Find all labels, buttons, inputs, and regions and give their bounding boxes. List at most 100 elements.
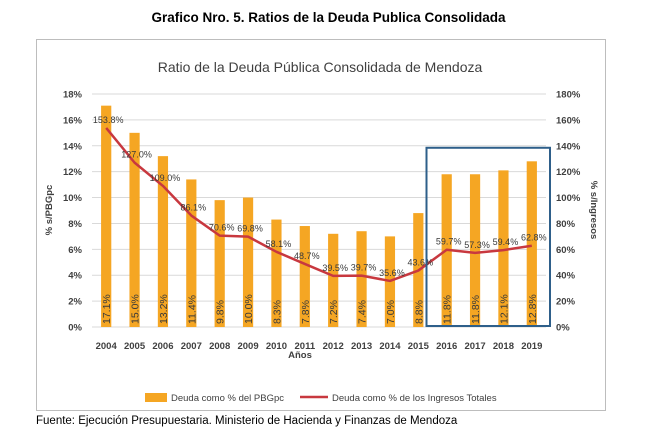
right-tick-label: 80% (556, 219, 576, 230)
highlight-box-2016-2019 (425, 146, 551, 327)
right-tick-label: 60% (556, 245, 576, 256)
x-tick-label: 2010 (266, 341, 287, 352)
chart-frame (36, 39, 606, 411)
x-axis-ticks: 2004 2005 2006 2007 2008 2009 2010 2011 2012 2013… (96, 341, 543, 352)
chart-title: Ratio de la Deuda Pública Consolidada de… (158, 59, 483, 75)
x-tick-label: 2019 (521, 341, 542, 352)
bar (186, 179, 197, 327)
right-tick-label: 20% (556, 297, 576, 308)
left-tick-label: 12% (63, 167, 83, 178)
bar-value-label: 7.4% (357, 300, 369, 324)
right-axis-label: % s/Ingresos (588, 181, 599, 240)
x-tick-label: 2007 (181, 341, 202, 352)
left-tick-label: 0% (68, 323, 82, 334)
line-value-label: 70.6% (209, 223, 235, 233)
x-tick-label: 2012 (323, 341, 344, 352)
line-value-label: 39.5% (322, 263, 348, 273)
x-tick-label: 2011 (295, 341, 316, 352)
bar (299, 226, 310, 327)
bar (356, 231, 367, 327)
bar-value-label: 15.0% (130, 294, 142, 324)
line-value-label: 127.0% (121, 150, 152, 160)
line-value-label: 35.6% (379, 268, 405, 278)
line-value-label: 43.6% (408, 258, 434, 268)
line-value-label: 109.0% (150, 173, 181, 183)
line-labels: 153.8% 127.0% 109.0% 86.1%70.6% 69.8%58.1%48… (93, 115, 547, 278)
left-tick-label: 18% (63, 90, 83, 101)
bar-value-label: 11.4% (186, 295, 198, 324)
right-tick-label: 120% (556, 167, 581, 178)
bar-value-label: 8.3% (271, 300, 283, 324)
bar-series (101, 105, 537, 328)
bar-labels: 17.1% 15.0% 13.2% 11.4% 9.8% 10.0% 8.3% 7.8% 7.2… (101, 294, 539, 324)
bar (101, 105, 112, 328)
bar-value-label: 9.8% (215, 300, 227, 324)
left-tick-label: 4% (68, 271, 82, 282)
x-tick-label: 2015 (408, 341, 430, 352)
bar-value-label: 11.8% (442, 295, 454, 324)
legend-line-label: Deuda como % de los Ingresos Totales (332, 393, 497, 404)
bar-value-label: 17.1% (101, 294, 113, 324)
bar (271, 219, 282, 327)
left-tick-label: 14% (63, 141, 83, 152)
line-value-label: 153.8% (93, 115, 124, 125)
left-tick-label: 10% (63, 193, 83, 204)
legend-bar-label: Deuda como % del PBGpc (171, 393, 284, 404)
bar-value-label: 12.8% (527, 294, 539, 324)
bar (526, 161, 537, 327)
source-note: Fuente: Ejecución Presupuestaria. Minist… (36, 415, 458, 427)
line-value-label: 59.7% (436, 237, 462, 247)
right-tick-label: 160% (556, 115, 581, 126)
left-axis-label: % s/PBGpc (44, 185, 55, 236)
bar (242, 197, 254, 327)
bar (157, 156, 169, 327)
line-series (105, 127, 533, 283)
right-tick-label: 100% (556, 193, 581, 204)
bar-value-label: 10.0% (243, 294, 255, 324)
left-tick-label: 16% (63, 115, 83, 126)
line-value-label: 59.4% (493, 237, 519, 247)
series-line (105, 127, 533, 283)
bar-value-label: 12.1% (498, 294, 510, 324)
line-value-label: 86.1% (181, 203, 207, 213)
right-axis-ticks: 0% 20% 40% 60% 80% 100% 120% 140% 160% 180% (556, 90, 581, 334)
line-value-label: 39.7% (351, 263, 377, 273)
left-axis-ticks: 0% 2% 4% 6% 8% 10% 12% 14% 16% 18% (63, 90, 83, 334)
x-axis-label: Años (288, 350, 312, 361)
line-value-label: 48.7% (294, 251, 320, 261)
bar (498, 170, 509, 327)
right-tick-label: 140% (556, 141, 581, 152)
x-tick-label: 2014 (379, 341, 401, 352)
bar-value-label: 11.8% (470, 295, 482, 324)
left-tick-label: 2% (68, 297, 82, 308)
right-tick-label: 0% (556, 323, 570, 334)
bar-value-label: 7.8% (300, 300, 312, 324)
left-tick-label: 8% (68, 219, 82, 230)
x-tick-label: 2009 (237, 341, 258, 352)
line-value-label: 57.3% (464, 240, 490, 250)
legend-bar-swatch (145, 393, 167, 402)
bar (129, 132, 140, 327)
bar-value-label: 8.8% (413, 300, 425, 324)
x-tick-label: 2018 (493, 341, 514, 352)
x-tick-label: 2006 (152, 341, 173, 352)
line-value-label: 62.8% (521, 233, 547, 243)
bar (328, 233, 339, 327)
x-tick-label: 2004 (96, 341, 118, 352)
right-tick-label: 180% (556, 90, 581, 101)
bar-value-label: 13.2% (158, 294, 170, 324)
x-tick-label: 2016 (436, 341, 457, 352)
x-tick-label: 2017 (464, 341, 485, 352)
bar (214, 200, 225, 327)
legend: Deuda como % del PBGpc Deuda como % de l… (145, 393, 497, 404)
line-value-label: 58.1% (266, 239, 292, 249)
bar-value-label: 7.2% (328, 300, 340, 324)
x-tick-label: 2005 (124, 341, 146, 352)
x-tick-label: 2013 (351, 341, 372, 352)
bar (469, 174, 481, 327)
figure-title: Grafico Nro. 5. Ratios de la Deuda Publi… (151, 10, 506, 25)
line-value-label: 69.8% (237, 224, 263, 234)
left-tick-label: 6% (68, 245, 82, 256)
right-tick-label: 40% (556, 271, 576, 282)
